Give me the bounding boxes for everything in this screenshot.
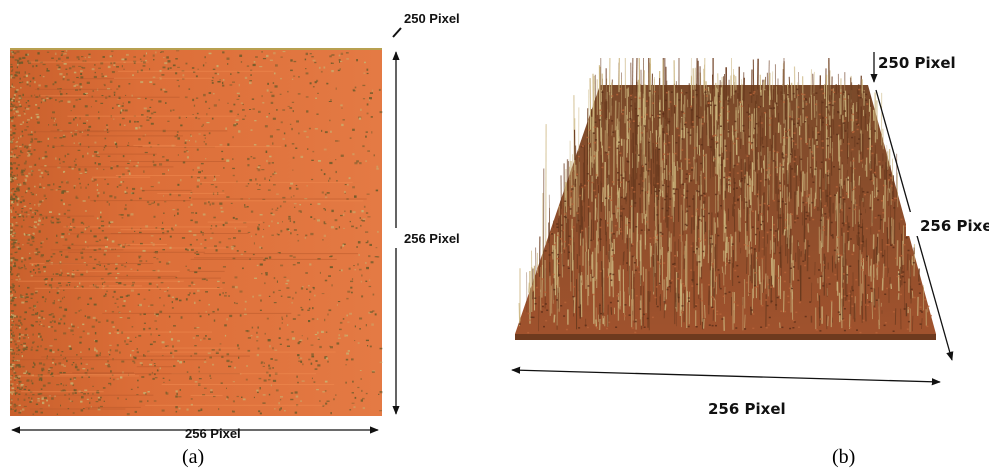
figure-b-bottom-label: 256 Pixel bbox=[708, 400, 786, 418]
afm-3d-front-face bbox=[515, 334, 936, 340]
afm-2d-speckles bbox=[10, 50, 383, 416]
afm-2d-image bbox=[10, 48, 382, 416]
figure-a-top-label: 250 Pixel bbox=[404, 11, 460, 26]
horizontal-dimension-arrow-b bbox=[511, 366, 941, 386]
figure-b: 250 Pixel 256 Pixel 256 Pixel (b) bbox=[511, 52, 989, 468]
figure-a-bottom-label: 256 Pixel bbox=[185, 426, 241, 441]
figure-a-caption: (a) bbox=[182, 446, 204, 468]
figure-a: 250 Pixel 256 Pixel 256 Pixel (a) bbox=[10, 11, 460, 468]
figure-b-top-label: 250 Pixel bbox=[878, 54, 956, 72]
figure-a-right-label: 256 Pixel bbox=[404, 231, 460, 246]
afm-3d-spikes bbox=[518, 57, 932, 334]
figure-b-caption: (b) bbox=[832, 446, 855, 468]
top-label-arrow bbox=[392, 27, 402, 38]
figure-b-right-label: 256 Pixel bbox=[920, 217, 989, 235]
